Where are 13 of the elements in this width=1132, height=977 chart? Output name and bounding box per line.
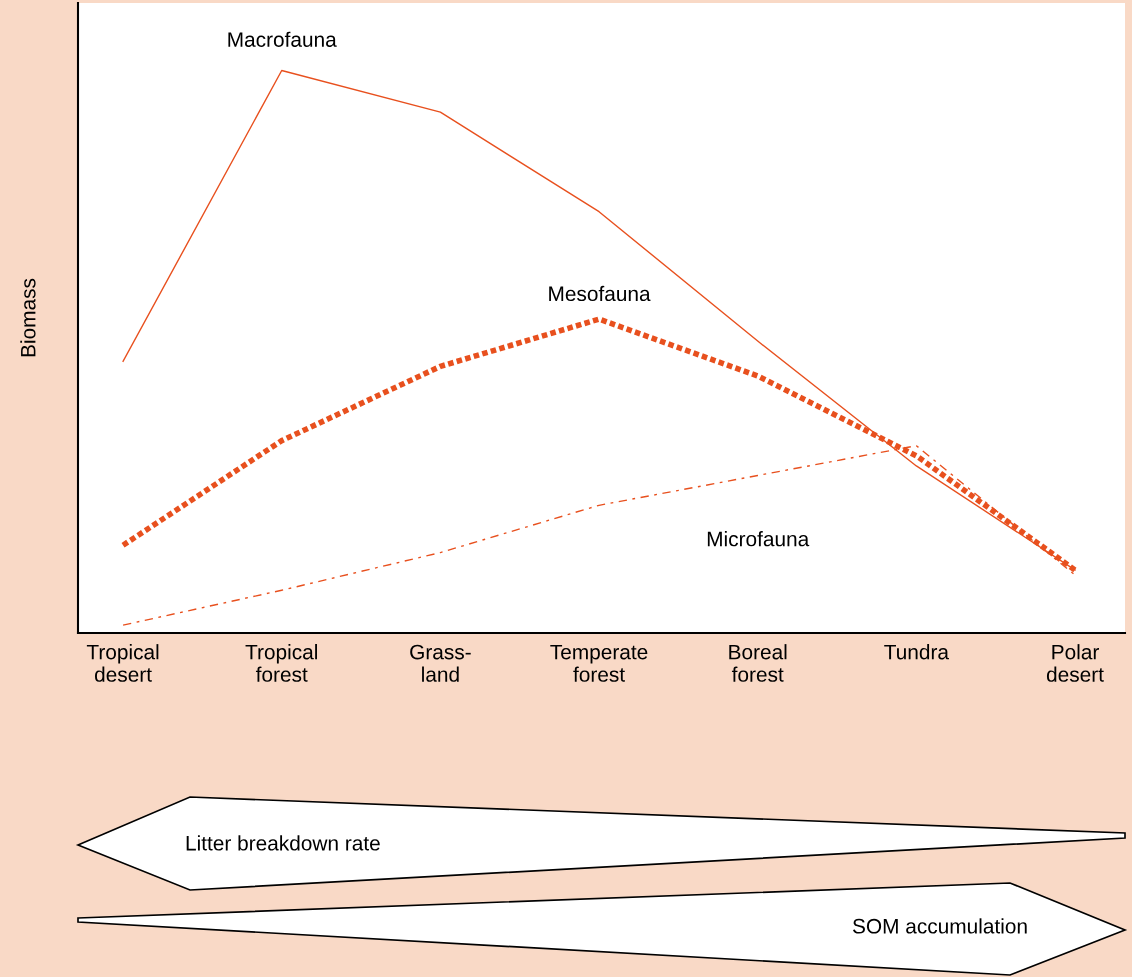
- x-tick-label: Polar desert: [1046, 644, 1104, 682]
- x-tick-label: Temperate forest: [550, 644, 648, 682]
- text: Microfauna: [707, 531, 810, 547]
- x-tick-label: Grass- land: [410, 644, 471, 682]
- x-tick-label: Tropical forest: [245, 644, 317, 682]
- text: SOM accumulation: [852, 918, 1027, 934]
- series-label: Macrofauna: [228, 31, 337, 47]
- text: Litter breakdown rate: [186, 835, 380, 851]
- x-tick-label: Boreal forest: [729, 644, 787, 682]
- y-axis-title: Biomass: [20, 278, 36, 357]
- series-label: Mesofauna: [549, 285, 651, 302]
- x-tick-label: Tundra: [884, 644, 949, 660]
- x-tick-label: Tropical desert: [86, 644, 159, 682]
